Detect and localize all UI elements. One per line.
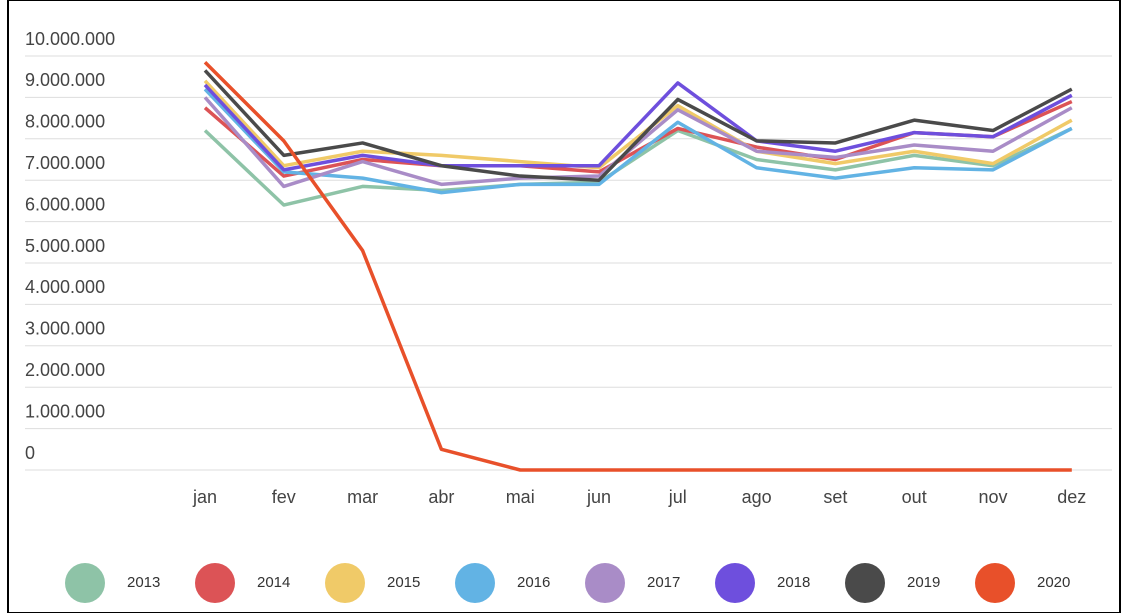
series-line [203,87,1073,195]
legend-label: 2017 [647,574,680,591]
x-tick-label: abr [428,487,454,507]
legend-label: 2015 [387,574,420,591]
x-tick-label: mai [506,487,535,507]
y-tick-label: 9.000.000 [25,70,105,90]
y-tick-label: 7.000.000 [25,153,105,173]
legend-label: 2019 [907,574,940,591]
legend-swatch [845,563,885,603]
y-tick-label: 8.000.000 [25,112,105,132]
legend-swatch [325,563,365,603]
x-tick-label: set [823,487,847,507]
x-tick-label: jul [668,487,687,507]
legend-label: 2016 [517,574,550,591]
x-tick-label: jun [586,487,611,507]
series-line [203,79,1073,170]
legend-label: 2014 [257,574,290,591]
y-tick-label: 0 [25,443,35,463]
legend-swatch [975,563,1015,603]
legend-swatch [195,563,235,603]
chart-frame [7,0,1121,613]
legend-swatch [65,563,105,603]
legend-label: 2018 [777,574,810,591]
legend-label: 2013 [127,574,160,591]
x-tick-label: ago [742,487,772,507]
legend-swatch [455,563,495,603]
y-tick-label: 3.000.000 [25,319,105,339]
x-tick-label: jan [192,487,217,507]
y-tick-label: 4.000.000 [25,277,105,297]
y-tick-label: 5.000.000 [25,236,105,256]
series-line [203,69,1073,182]
x-tick-label: mar [347,487,378,507]
y-tick-label: 6.000.000 [25,194,105,214]
y-tick-label: 1.000.000 [25,401,105,421]
x-tick-label: out [902,487,927,507]
series-line [203,60,1072,472]
legend-swatch [585,563,625,603]
series-line [203,81,1073,172]
x-tick-label: fev [272,487,296,507]
legend-swatch [715,563,755,603]
x-tick-label: nov [978,487,1007,507]
series-line [203,96,1073,189]
series-line [203,126,1073,207]
x-tick-label: dez [1057,487,1086,507]
y-tick-label: 10.000.000 [25,29,115,49]
y-tick-label: 2.000.000 [25,360,105,380]
legend-label: 2020 [1037,574,1070,591]
